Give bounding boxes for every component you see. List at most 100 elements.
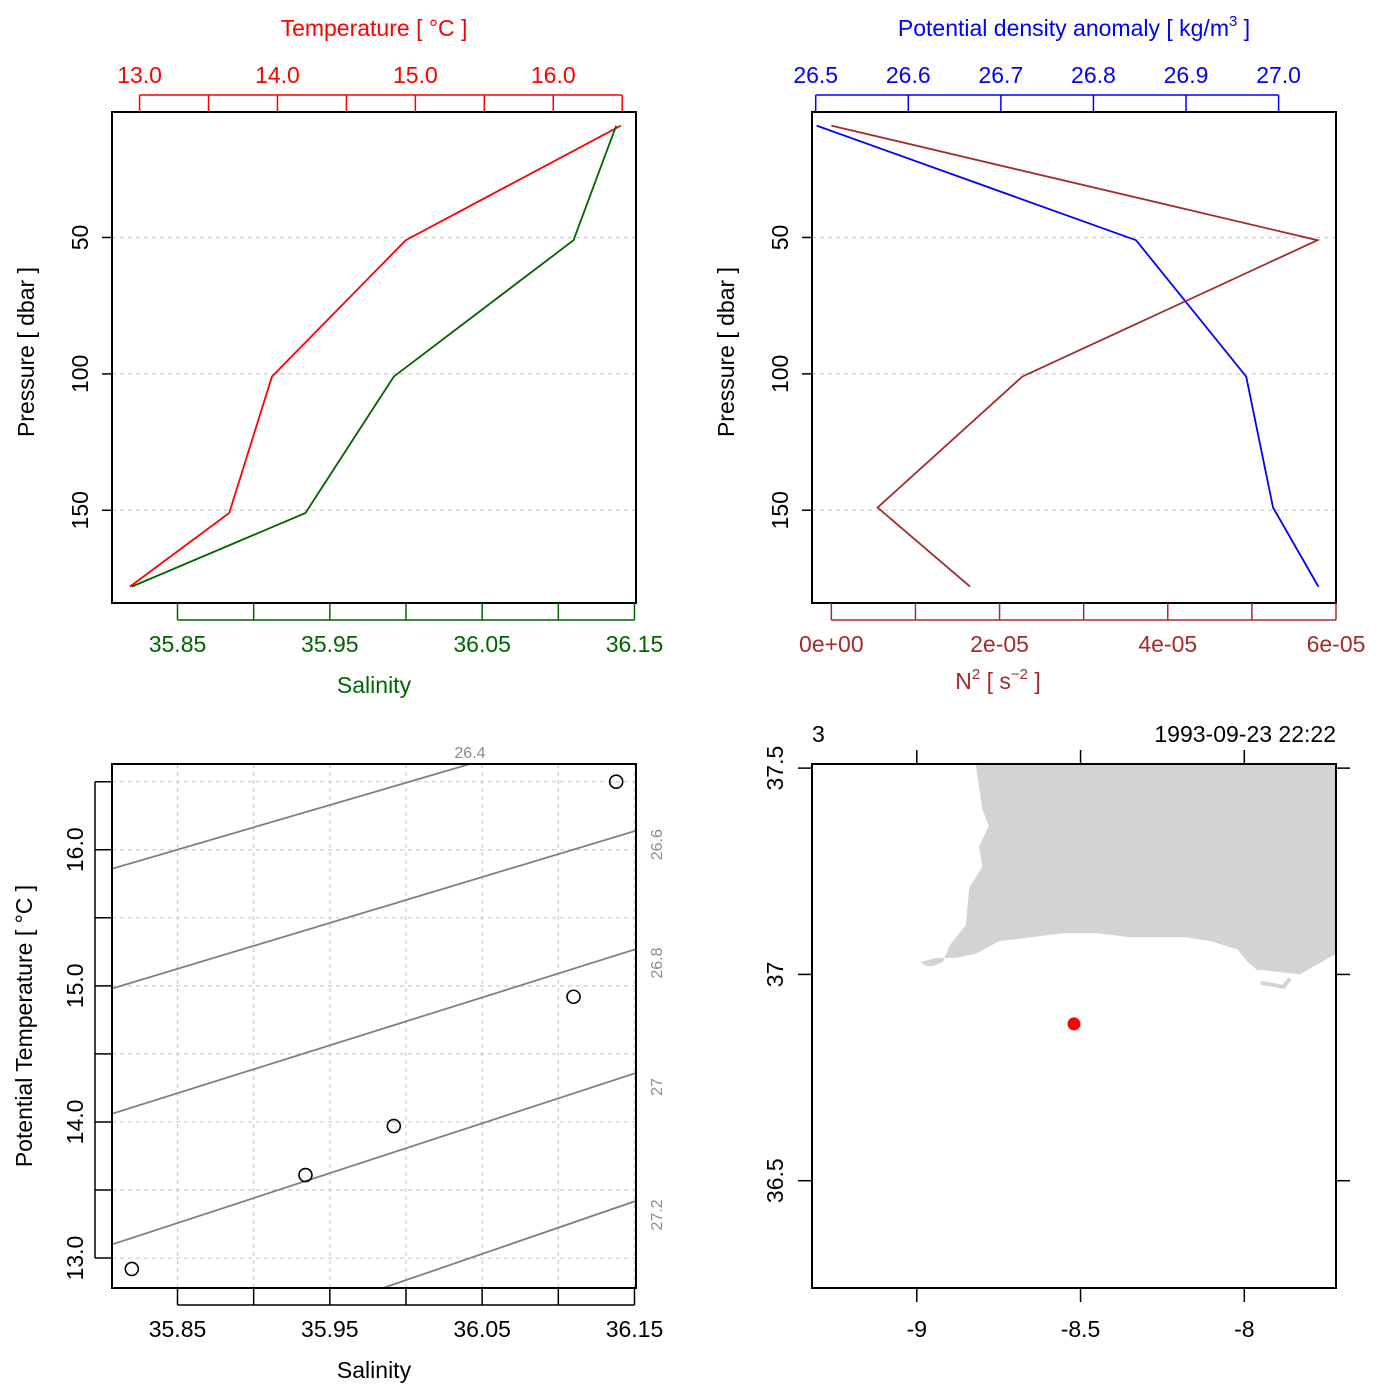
p1-series-line-0 xyxy=(129,124,622,588)
p1-plot-frame xyxy=(111,111,637,604)
p3-point-3 xyxy=(566,989,581,1005)
p4-xtick-label-2: -8 xyxy=(1234,1316,1254,1342)
p3-isopycnal-3 xyxy=(112,1072,636,1246)
p1-bottom-tick-label-3: 36.15 xyxy=(606,631,664,657)
p3-plot-frame xyxy=(111,763,637,1289)
p3-points xyxy=(124,774,624,1277)
p3-xtick-label-3: 36.15 xyxy=(606,1316,664,1342)
p1-top-tick-label-1: 14.0 xyxy=(255,62,300,88)
p1-top-tick-label-0: 13.0 xyxy=(117,62,162,88)
p3-point-0 xyxy=(124,1261,140,1277)
p4-x-axis: -9 -8.5 -8 xyxy=(907,750,1255,1342)
p3-ytick-label-3: 16.0 xyxy=(62,827,88,872)
p3-isopycnal-labels: 26.4 26.6 26.8 27 27.2 xyxy=(454,745,666,1230)
p3-isopycnal-label-4: 27.2 xyxy=(649,1199,666,1230)
p2-y-axis: 50 100 150 xyxy=(767,225,812,529)
p2-plot-frame xyxy=(811,111,1337,604)
p1-bottom-axis: 35.85 35.95 36.05 36.15 xyxy=(149,603,664,657)
p3-x-axis: 35.85 35.95 36.05 36.15 xyxy=(149,1288,664,1342)
p1-ytick-label-50: 50 xyxy=(67,225,93,251)
p3-isopycnal-label-2: 26.8 xyxy=(649,947,666,978)
p3-isopycnal-label-0: 26.4 xyxy=(454,745,485,762)
p2-top-tick-label-4: 26.9 xyxy=(1164,62,1209,88)
p2-top-label-text: Potential density anomaly [ kg/m xyxy=(898,15,1229,41)
p4-ytick-label-1: 37 xyxy=(762,962,788,988)
p2-bottom-tick-label-0: 0e+00 xyxy=(799,631,864,657)
p3-gridlines xyxy=(112,764,636,1288)
panel-station-map: -9 -8.5 -8 37.5 37 36.5 3 1993-09-23 22:22 xyxy=(762,721,1350,1342)
p3-isopycnal-0 xyxy=(112,764,471,870)
p3-isopycnal-4 xyxy=(382,1200,636,1288)
p3-ytick-label-2: 15.0 xyxy=(62,963,88,1008)
p1-y-axis-label: Pressure [ dbar ] xyxy=(13,267,39,437)
p3-x-axis-label: Salinity xyxy=(337,1357,412,1383)
p2-ytick-label-100: 100 xyxy=(767,355,793,393)
p2-bottom-tick-label-1: 2e-05 xyxy=(970,631,1029,657)
p2-bottom-label-end: ] xyxy=(1028,668,1041,694)
p3-isopycnal-1 xyxy=(112,829,636,990)
p2-top-tick-label-5: 27.0 xyxy=(1256,62,1301,88)
p4-station xyxy=(1067,1017,1081,1031)
p1-bottom-axis-label: Salinity xyxy=(337,672,412,698)
p2-bottom-label-mid: [ s xyxy=(980,668,1011,694)
p4-y-axis: 37.5 37 36.5 xyxy=(762,746,1350,1203)
p4-ytick-label-2: 36.5 xyxy=(762,1158,788,1203)
p4-map-frame xyxy=(811,763,1337,1289)
p3-y-axis-label: Potential Temperature [ °C ] xyxy=(11,885,37,1167)
p4-xtick-label-0: -9 xyxy=(907,1316,927,1342)
p4-land xyxy=(920,764,1336,989)
p2-ytick-label-150: 150 xyxy=(767,491,793,529)
p4-ytick-label-0: 37.5 xyxy=(762,746,788,791)
p2-bottom-label-supneg2: −2 xyxy=(1011,666,1028,683)
p3-y-axis: 13.0 14.0 15.0 16.0 xyxy=(62,780,112,1281)
p2-top-label-sup: 3 xyxy=(1229,13,1237,30)
p2-gridlines xyxy=(812,236,1336,511)
p4-station-id-label: 3 xyxy=(812,721,825,747)
p3-point-4 xyxy=(608,774,624,789)
p1-bottom-tick-label-2: 36.05 xyxy=(453,631,511,657)
p2-top-axis-label: Potential density anomaly [ kg/m3 ] xyxy=(898,13,1250,41)
p1-top-tick-label-2: 15.0 xyxy=(393,62,438,88)
p3-ytick-label-0: 13.0 xyxy=(62,1236,88,1281)
p3-isopycnal-label-1: 26.6 xyxy=(649,829,666,860)
p3-isopycnals xyxy=(112,764,636,1288)
p1-series-line-1 xyxy=(131,125,618,588)
p3-point-2 xyxy=(386,1118,402,1134)
p4-date-label: 1993-09-23 22:22 xyxy=(1154,721,1336,747)
p2-bottom-axis-label: N2 [ s−2 ] xyxy=(955,666,1041,694)
p2-top-tick-label-3: 26.8 xyxy=(1071,62,1116,88)
p2-top-tick-label-2: 26.7 xyxy=(978,62,1023,88)
p3-xtick-label-1: 35.95 xyxy=(301,1316,359,1342)
p2-bottom-tick-label-2: 4e-05 xyxy=(1138,631,1197,657)
p1-top-axis-label: Temperature [ °C ] xyxy=(281,15,468,41)
p4-barrier-island xyxy=(1260,977,1292,989)
p1-ytick-label-100: 100 xyxy=(67,355,93,393)
p4-land-polygon xyxy=(920,764,1336,975)
p2-series xyxy=(816,124,1321,588)
p3-isopycnal-label-3: 27 xyxy=(649,1078,666,1096)
p2-bottom-label-n: N xyxy=(955,668,972,694)
panel-density-n2-profile: 50 100 150 26.5 26.6 26.7 26.8 26.9 27.0 0e+00 2… xyxy=(713,13,1365,694)
p2-bottom-tick-label-3: 6e-05 xyxy=(1307,631,1366,657)
p4-xtick-label-1: -8.5 xyxy=(1061,1316,1101,1342)
p2-bottom-axis: 0e+00 2e-05 4e-05 6e-05 xyxy=(799,603,1365,657)
p1-series xyxy=(129,124,622,588)
panel-temperature-salinity-profile: 50 100 150 13.0 14.0 15.0 16.0 35.85 35.95 36.0… xyxy=(13,15,663,698)
p1-y-axis: 50 100 150 xyxy=(67,225,112,529)
p1-gridlines xyxy=(112,236,636,511)
p2-top-tick-label-0: 26.5 xyxy=(793,62,838,88)
p1-ytick-label-150: 150 xyxy=(67,491,93,529)
p4-station-dot xyxy=(1067,1017,1081,1031)
p3-isopycnal-2 xyxy=(112,948,636,1115)
p1-bottom-tick-label-1: 35.95 xyxy=(301,631,359,657)
p1-top-tick-label-3: 16.0 xyxy=(531,62,576,88)
p2-bottom-label-sup2: 2 xyxy=(972,666,980,683)
p3-point-1 xyxy=(298,1167,313,1183)
p2-top-label-end: ] xyxy=(1237,15,1250,41)
p1-bottom-tick-label-0: 35.85 xyxy=(149,631,207,657)
p3-xtick-label-2: 36.05 xyxy=(453,1316,511,1342)
p2-top-tick-label-1: 26.6 xyxy=(886,62,931,88)
p2-top-axis: 26.5 26.6 26.7 26.8 26.9 27.0 xyxy=(793,62,1301,112)
